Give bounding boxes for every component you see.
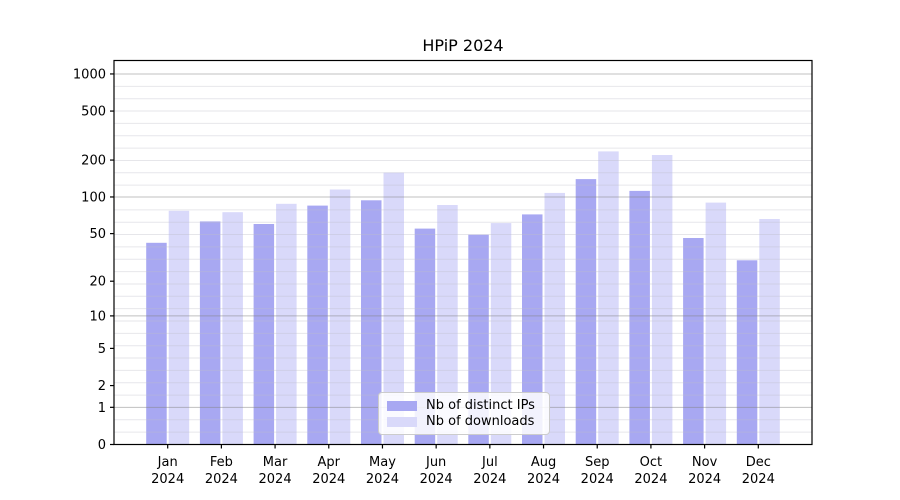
x-tick-label: Oct 2024	[634, 455, 667, 487]
y-tick-label: 500	[81, 105, 106, 120]
legend-label-distinct-ips: Nb of distinct IPs	[426, 398, 535, 413]
y-tick-label: 20	[89, 275, 106, 290]
bar-ips-nov	[683, 238, 704, 445]
legend-row: Nb of downloads	[387, 414, 541, 429]
y-tick-label: 200	[81, 154, 106, 169]
bar-downloads-sep	[598, 151, 619, 445]
bar-downloads-mar	[276, 203, 297, 445]
bar-ips-mar	[253, 224, 275, 445]
bar-downloads-apr	[329, 189, 351, 445]
bar-downloads-jun	[437, 205, 458, 445]
bar-downloads-aug	[544, 192, 565, 445]
legend-row: Nb of distinct IPs	[387, 398, 541, 413]
legend-label-downloads: Nb of downloads	[426, 414, 535, 429]
y-tick-label: 100	[81, 191, 106, 206]
x-tick-label: May 2024	[366, 455, 399, 487]
y-tick-label: 50	[89, 227, 106, 242]
bar-ips-apr	[307, 205, 328, 445]
x-tick-label: Jan 2024	[151, 455, 184, 487]
bar-downloads-nov	[705, 202, 727, 445]
legend-swatch-downloads	[387, 416, 417, 427]
y-tick-label: 1000	[73, 67, 106, 82]
bar-ips-jun	[414, 228, 436, 445]
x-tick-label: Nov 2024	[688, 455, 721, 487]
x-tick-label: Jun 2024	[420, 455, 453, 487]
bar-ips-oct	[629, 190, 650, 445]
x-tick-label: Jul 2024	[473, 455, 506, 487]
x-tick-label: Dec 2024	[742, 455, 775, 487]
bar-downloads-jan	[168, 210, 190, 445]
bar-downloads-may	[383, 172, 404, 445]
bar-downloads-jul	[490, 223, 512, 445]
x-tick-label: Aug 2024	[527, 455, 560, 487]
bar-downloads-dec	[759, 219, 780, 445]
x-tick-label: Mar 2024	[259, 455, 292, 487]
y-tick-label: 0	[98, 438, 106, 453]
y-tick-label: 2	[98, 379, 106, 394]
y-tick-label: 5	[98, 342, 106, 357]
x-tick-label: Apr 2024	[312, 455, 345, 487]
bar-ips-jan	[146, 242, 167, 445]
x-tick-label: Sep 2024	[581, 455, 614, 487]
plot-border	[113, 59, 813, 446]
bar-ips-may	[361, 200, 382, 445]
bar-ips-dec	[736, 260, 758, 445]
y-tick-label: 10	[89, 309, 106, 324]
x-tick-label: Feb 2024	[205, 455, 238, 487]
chart-title: HPiP 2024	[422, 36, 504, 55]
bar-ips-aug	[522, 214, 543, 445]
bar-downloads-oct	[651, 155, 673, 445]
bar-ips-feb	[199, 221, 221, 445]
bar-ips-sep	[575, 179, 597, 445]
legend: Nb of distinct IPs Nb of downloads	[378, 392, 550, 435]
y-tick-label: 1	[98, 401, 106, 416]
legend-swatch-distinct-ips	[387, 400, 417, 411]
bar-downloads-feb	[222, 212, 243, 445]
